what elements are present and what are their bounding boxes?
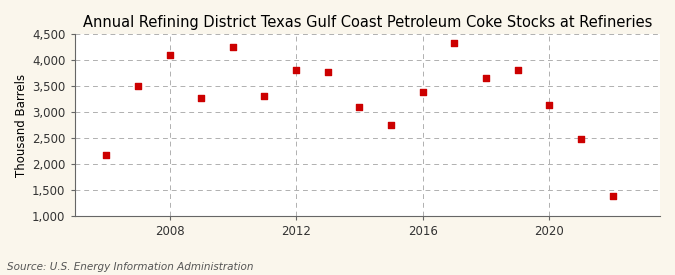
Point <box>101 153 111 157</box>
Point <box>354 104 364 109</box>
Point <box>291 68 302 73</box>
Y-axis label: Thousand Barrels: Thousand Barrels <box>15 73 28 177</box>
Text: Source: U.S. Energy Information Administration: Source: U.S. Energy Information Administ… <box>7 262 253 272</box>
Point <box>227 45 238 49</box>
Point <box>323 70 333 74</box>
Point <box>544 103 555 108</box>
Point <box>259 94 270 98</box>
Point <box>512 68 523 73</box>
Point <box>132 84 143 88</box>
Title: Annual Refining District Texas Gulf Coast Petroleum Coke Stocks at Refineries: Annual Refining District Texas Gulf Coas… <box>82 15 652 30</box>
Point <box>196 95 207 100</box>
Point <box>164 53 175 57</box>
Point <box>449 41 460 45</box>
Point <box>385 123 396 127</box>
Point <box>607 194 618 199</box>
Point <box>417 90 428 95</box>
Point <box>481 76 491 80</box>
Point <box>576 137 587 141</box>
